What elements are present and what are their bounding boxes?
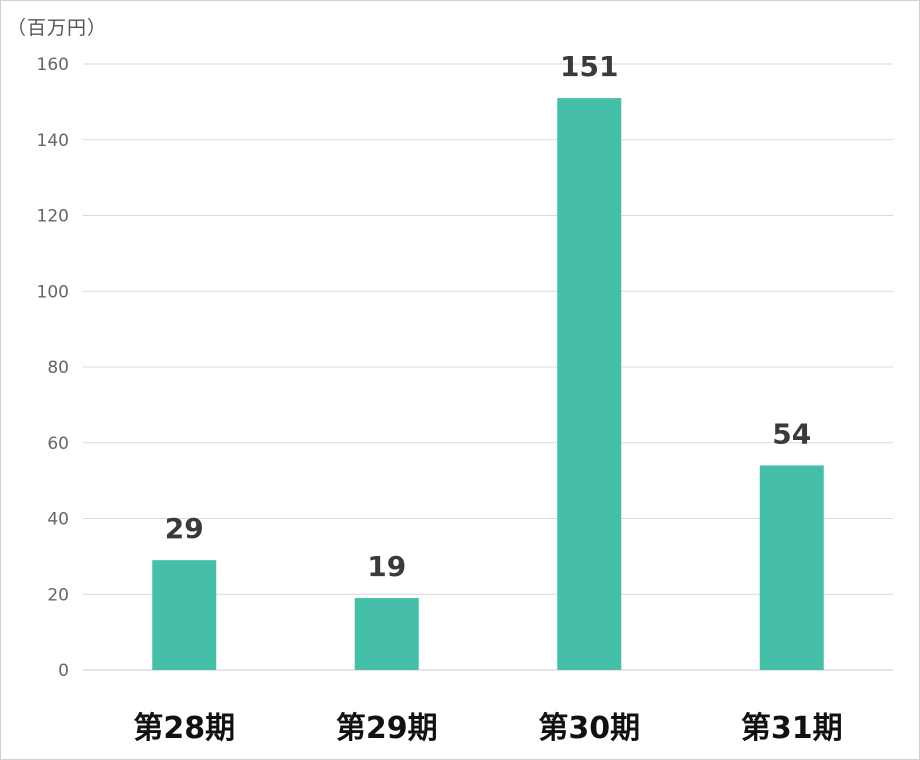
grid-layer bbox=[83, 63, 893, 671]
y-tick-label: 20 bbox=[47, 585, 69, 605]
x-category-label: 第31期 bbox=[741, 711, 843, 746]
bars bbox=[152, 98, 824, 670]
bar-value-label: 151 bbox=[560, 50, 618, 83]
data-labels: 29 19 151 54 bbox=[165, 50, 811, 583]
bar bbox=[354, 598, 419, 670]
bar-value-label: 54 bbox=[772, 417, 811, 450]
y-tick-label: 120 bbox=[37, 207, 69, 227]
y-tick-label: 100 bbox=[37, 282, 69, 302]
x-axis-categories: 第28期 第29期 第30期 第31期 bbox=[133, 711, 842, 746]
bar bbox=[152, 560, 217, 670]
y-tick-label: 140 bbox=[37, 131, 69, 151]
y-unit-label: （百万円） bbox=[7, 17, 108, 39]
y-tick-label: 60 bbox=[47, 434, 69, 454]
x-category-label: 第28期 bbox=[133, 711, 235, 746]
y-axis-ticks: 0 20 40 60 80 100 120 140 160 bbox=[37, 55, 69, 681]
x-category-label: 第29期 bbox=[336, 711, 438, 746]
y-tick-label: 160 bbox=[37, 55, 69, 75]
y-tick-label: 80 bbox=[47, 358, 69, 378]
y-tick-label: 40 bbox=[47, 510, 69, 530]
bar-value-label: 19 bbox=[367, 550, 406, 583]
bar bbox=[759, 465, 824, 670]
bar bbox=[557, 98, 622, 670]
x-category-label: 第30期 bbox=[538, 711, 640, 746]
y-tick-label: 0 bbox=[58, 661, 69, 681]
bar-value-label: 29 bbox=[165, 512, 204, 545]
